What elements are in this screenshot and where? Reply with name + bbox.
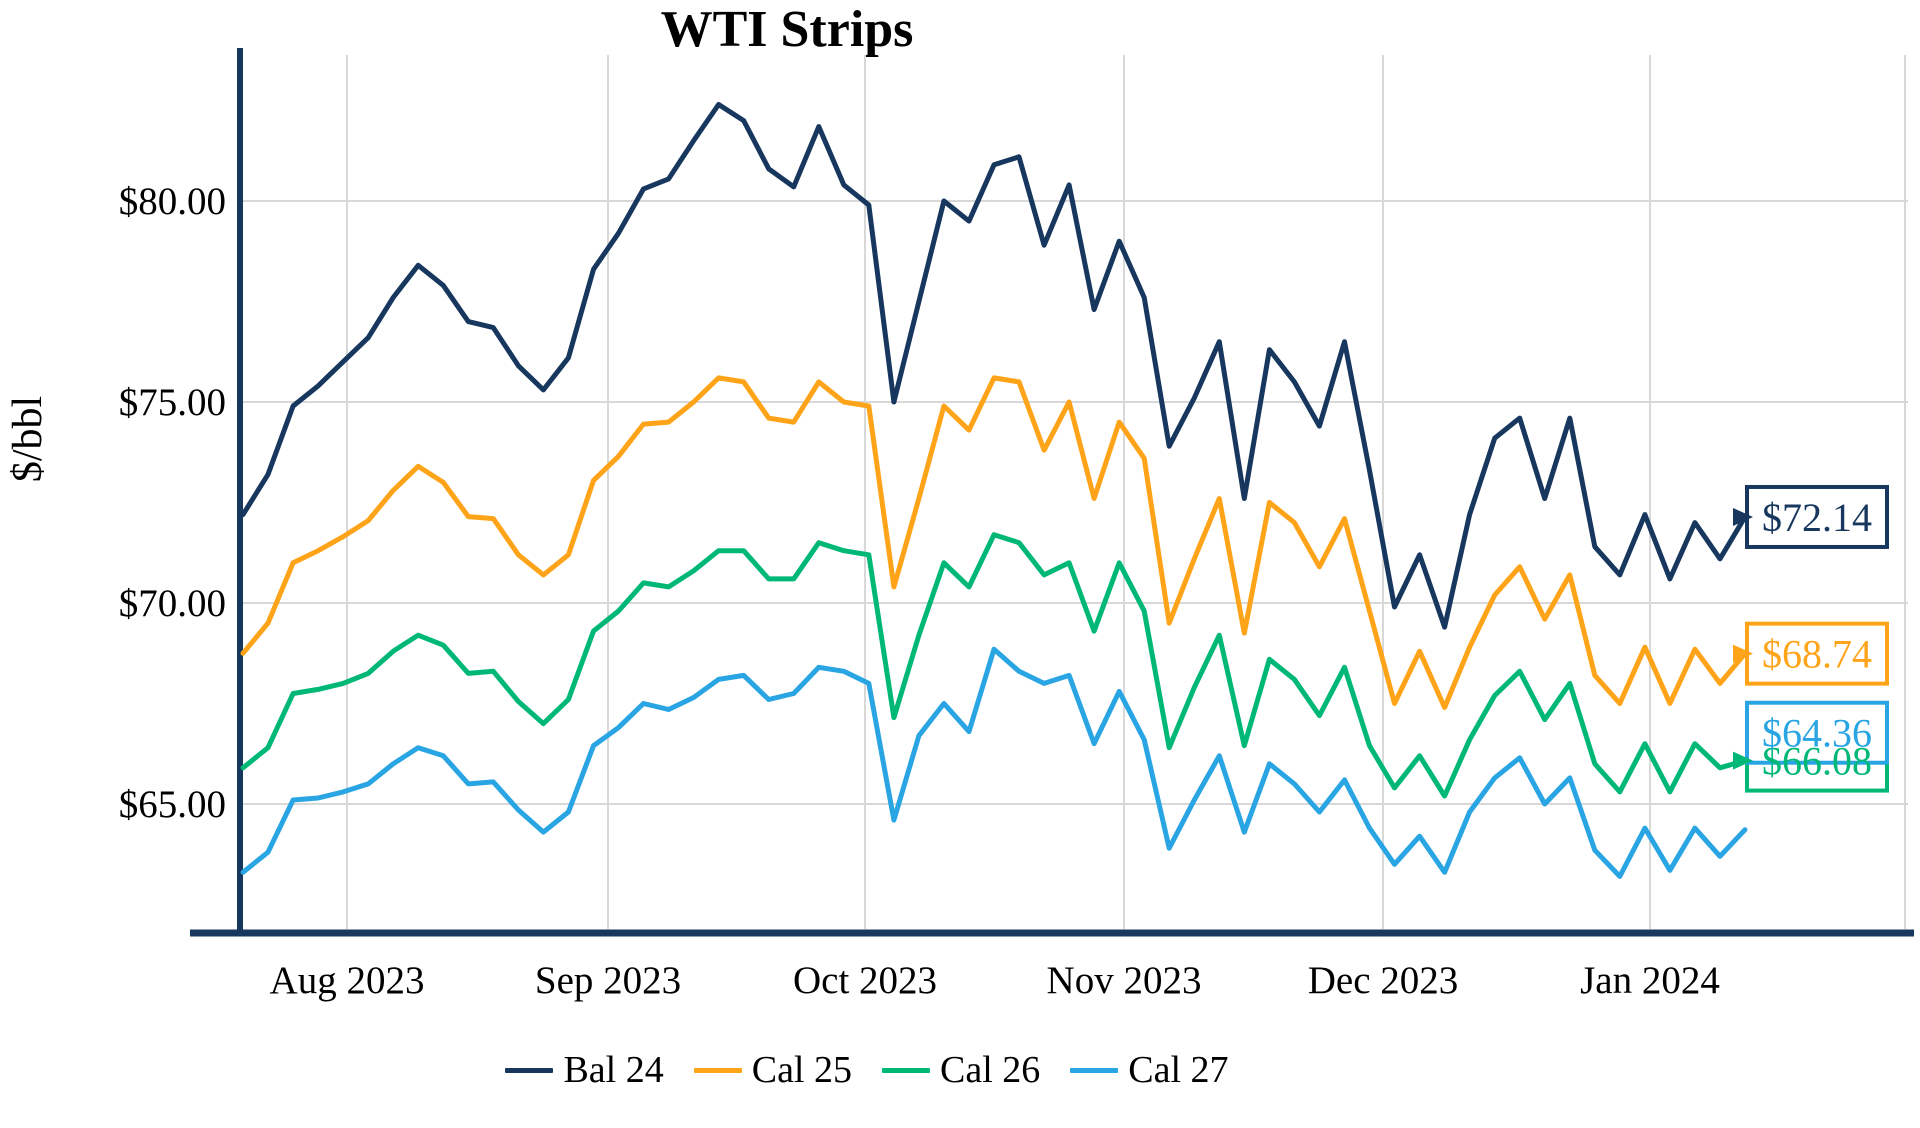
legend-item-cal-27: Cal 27 — [1070, 1048, 1229, 1092]
x-tick-label: Sep 2023 — [535, 959, 681, 1002]
cal-27-line-swatch-icon — [1070, 1067, 1119, 1073]
y-tick-label: $80.00 — [119, 180, 226, 223]
y-tick-label: $75.00 — [119, 381, 226, 424]
end-label-arrow-icon — [1733, 751, 1753, 770]
end-label-bal-24: $72.14 — [1762, 495, 1872, 540]
end-label-cal-25: $68.74 — [1762, 632, 1872, 677]
y-tick-label: $65.00 — [119, 783, 226, 826]
end-label-box-cal-27 — [1745, 700, 1889, 765]
x-tick-label: Jan 2024 — [1580, 959, 1720, 1002]
legend-label-cal-26: Cal 26 — [940, 1049, 1041, 1091]
series-line-cal-27 — [240, 646, 1748, 879]
end-label-arrow-icon — [1733, 507, 1753, 526]
legend-item-bal-24: Bal 24 — [505, 1048, 664, 1092]
legend-item-cal-26: Cal 26 — [882, 1048, 1040, 1092]
x-tick-label: Dec 2023 — [1308, 959, 1459, 1002]
x-tick-label: Aug 2023 — [270, 959, 425, 1002]
end-label-cal-27: $64.36 — [1762, 711, 1872, 756]
x-tick-label: Oct 2023 — [793, 959, 937, 1002]
series-line-cal-26 — [240, 532, 1748, 799]
cal-26-line-swatch-icon — [882, 1067, 930, 1073]
x-tick-label: Nov 2023 — [1047, 959, 1202, 1002]
y-tick-label: $70.00 — [119, 582, 226, 625]
chart-title: WTI Strips — [660, 1, 914, 58]
end-label-cal-26: $66.08 — [1762, 739, 1872, 784]
bal-24-line-swatch-icon — [505, 1067, 554, 1073]
cal-25-line-swatch-icon — [693, 1067, 742, 1073]
legend-label-bal-24: Bal 24 — [563, 1049, 664, 1091]
end-label-arrow-icon — [1733, 644, 1753, 663]
series-line-cal-25 — [240, 375, 1748, 710]
chart-legend: Bal 24 Cal 25 Cal 26 Cal 27 — [237, 1048, 1497, 1092]
legend-item-cal-25: Cal 25 — [693, 1048, 852, 1092]
legend-label-cal-27: Cal 27 — [1128, 1049, 1229, 1091]
legend-label-cal-25: Cal 25 — [751, 1049, 852, 1091]
series-line-bal-24 — [240, 102, 1748, 630]
